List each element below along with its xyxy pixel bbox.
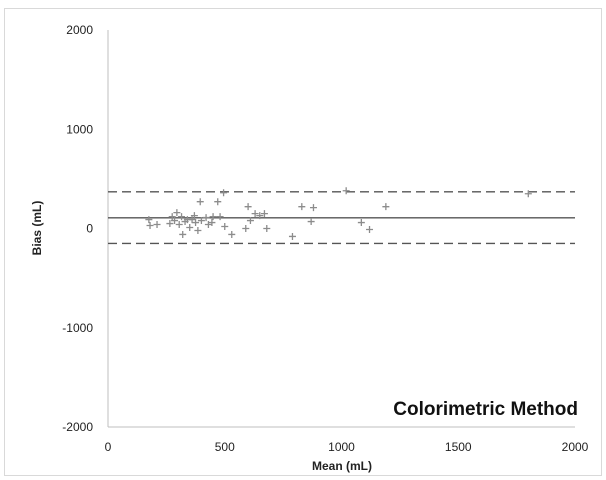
y-tick-label: -1000 bbox=[62, 321, 93, 335]
data-point bbox=[208, 219, 216, 227]
x-tick-label: 500 bbox=[215, 440, 235, 454]
data-point bbox=[145, 216, 153, 224]
data-point bbox=[173, 209, 181, 217]
data-point bbox=[175, 221, 183, 229]
data-point bbox=[307, 218, 315, 226]
reference-lines bbox=[108, 191, 575, 245]
data-point bbox=[263, 225, 271, 232]
data-point bbox=[188, 216, 196, 224]
data-point bbox=[366, 225, 374, 233]
data-point bbox=[220, 189, 228, 197]
data-point bbox=[197, 217, 205, 225]
data-point bbox=[209, 213, 217, 221]
data-point bbox=[260, 210, 268, 218]
data-point bbox=[171, 217, 179, 225]
data-point bbox=[251, 210, 259, 218]
chart-frame bbox=[4, 8, 602, 476]
method-annotation: Colorimetric Method bbox=[393, 399, 578, 420]
axes bbox=[107, 30, 575, 428]
x-tick-labels: 0 500 1000 1500 2000 bbox=[105, 440, 589, 454]
x-tick-label: 1500 bbox=[445, 440, 472, 454]
data-point bbox=[288, 232, 296, 240]
x-tick-label: 2000 bbox=[562, 440, 589, 454]
data-point bbox=[256, 212, 264, 220]
data-point bbox=[216, 213, 224, 221]
data-point bbox=[524, 190, 532, 198]
data-point bbox=[153, 221, 161, 229]
y-tick-label: -2000 bbox=[62, 420, 93, 434]
data-point bbox=[204, 221, 212, 229]
x-axis-title: Mean (mL) bbox=[312, 459, 372, 473]
data-point bbox=[221, 223, 229, 231]
data-point bbox=[244, 203, 252, 211]
data-point bbox=[166, 220, 174, 228]
data-point bbox=[186, 224, 194, 232]
y-tick-label: 0 bbox=[86, 222, 93, 236]
y-axis-title: Bias (mL) bbox=[30, 201, 44, 256]
x-tick-label: 0 bbox=[105, 440, 112, 454]
data-point bbox=[214, 198, 222, 206]
data-point bbox=[190, 212, 198, 220]
data-point bbox=[146, 222, 154, 230]
data-point bbox=[202, 214, 210, 222]
data-point bbox=[196, 198, 204, 206]
y-tick-labels: 2000 1000 0 -1000 -2000 bbox=[62, 23, 93, 434]
data-point bbox=[298, 203, 306, 211]
data-point bbox=[228, 230, 236, 238]
data-point bbox=[242, 225, 250, 232]
data-point bbox=[357, 219, 365, 227]
data-point bbox=[382, 203, 390, 211]
data-point bbox=[168, 213, 176, 221]
data-point bbox=[192, 219, 200, 227]
data-points bbox=[145, 187, 532, 240]
data-point bbox=[178, 213, 186, 221]
data-point bbox=[342, 187, 350, 195]
data-point bbox=[246, 217, 254, 225]
data-point bbox=[194, 226, 202, 234]
y-tick-label: 2000 bbox=[66, 23, 93, 37]
data-point bbox=[179, 230, 187, 238]
y-tick-label: 1000 bbox=[66, 122, 93, 136]
data-point bbox=[309, 204, 317, 212]
x-tick-label: 1000 bbox=[328, 440, 355, 454]
